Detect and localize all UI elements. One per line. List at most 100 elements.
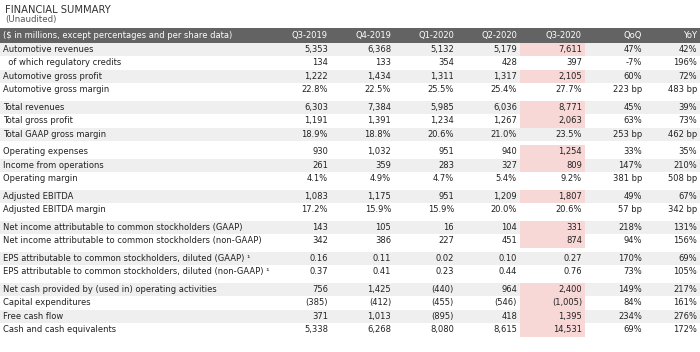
Text: Total gross profit: Total gross profit: [3, 116, 73, 125]
Text: Net cash provided by (used in) operating activities: Net cash provided by (used in) operating…: [3, 285, 217, 294]
Bar: [268, 283, 331, 296]
Bar: [0, 186, 700, 189]
Text: 1,234: 1,234: [430, 116, 454, 125]
Text: 0.11: 0.11: [372, 254, 391, 263]
Text: Q4-2019: Q4-2019: [355, 31, 391, 40]
Text: 940: 940: [501, 147, 517, 156]
Bar: [585, 101, 645, 114]
Bar: [520, 189, 585, 203]
Bar: [331, 220, 394, 234]
Bar: [394, 203, 457, 216]
Text: 73%: 73%: [623, 267, 642, 276]
Text: 4.1%: 4.1%: [307, 174, 328, 183]
Bar: [0, 96, 700, 101]
Text: Operating margin: Operating margin: [3, 174, 78, 183]
Text: 172%: 172%: [673, 325, 697, 334]
Bar: [585, 114, 645, 127]
Bar: [520, 220, 585, 234]
Text: 397: 397: [566, 58, 582, 67]
Text: YoY: YoY: [683, 31, 697, 40]
Text: 25.5%: 25.5%: [428, 85, 454, 94]
Text: 1,425: 1,425: [368, 285, 391, 294]
Text: 1,175: 1,175: [368, 192, 391, 201]
Text: 1,032: 1,032: [368, 147, 391, 156]
Bar: [457, 309, 520, 323]
Bar: [585, 265, 645, 278]
Text: 508 bp: 508 bp: [668, 174, 697, 183]
Bar: [457, 101, 520, 114]
Bar: [520, 283, 585, 296]
Bar: [394, 127, 457, 141]
Text: 0.41: 0.41: [372, 267, 391, 276]
Bar: [268, 172, 331, 186]
Bar: [645, 83, 700, 96]
Bar: [645, 56, 700, 69]
Text: 6,268: 6,268: [367, 325, 391, 334]
Text: Automotive revenues: Automotive revenues: [3, 45, 94, 54]
Text: 161%: 161%: [673, 298, 697, 307]
Bar: [331, 251, 394, 265]
Bar: [585, 28, 645, 43]
Bar: [520, 203, 585, 216]
Bar: [645, 283, 700, 296]
Text: (1,005): (1,005): [552, 298, 582, 307]
Text: 69%: 69%: [678, 254, 697, 263]
Text: 1,254: 1,254: [559, 147, 582, 156]
Text: 342: 342: [312, 236, 328, 245]
Bar: [331, 309, 394, 323]
Bar: [268, 114, 331, 127]
Text: 1,267: 1,267: [493, 116, 517, 125]
Text: 49%: 49%: [624, 192, 642, 201]
Text: 0.76: 0.76: [564, 267, 582, 276]
Text: 1,807: 1,807: [558, 192, 582, 201]
Text: Adjusted EBITDA: Adjusted EBITDA: [3, 192, 73, 201]
Bar: [331, 101, 394, 114]
Bar: [268, 56, 331, 69]
Text: FINANCIAL SUMMARY: FINANCIAL SUMMARY: [5, 5, 111, 15]
Bar: [645, 127, 700, 141]
Bar: [394, 265, 457, 278]
Text: 1,395: 1,395: [559, 312, 582, 321]
Text: 25.4%: 25.4%: [491, 85, 517, 94]
Bar: [645, 145, 700, 158]
Text: of which regulatory credits: of which regulatory credits: [3, 58, 121, 67]
Bar: [0, 127, 268, 141]
Bar: [394, 145, 457, 158]
Bar: [394, 296, 457, 309]
Bar: [331, 158, 394, 172]
Bar: [0, 145, 268, 158]
Bar: [585, 43, 645, 56]
Bar: [394, 251, 457, 265]
Bar: [268, 203, 331, 216]
Text: Net income attributable to common stockholders (non-GAAP): Net income attributable to common stockh…: [3, 236, 262, 245]
Text: 33%: 33%: [623, 147, 642, 156]
Text: 756: 756: [312, 285, 328, 294]
Bar: [520, 265, 585, 278]
Bar: [0, 101, 268, 114]
Bar: [520, 251, 585, 265]
Bar: [520, 309, 585, 323]
Text: -7%: -7%: [626, 58, 642, 67]
Text: 1,434: 1,434: [368, 72, 391, 81]
Text: 5,353: 5,353: [304, 45, 328, 54]
Text: 218%: 218%: [618, 223, 642, 232]
Bar: [645, 251, 700, 265]
Bar: [585, 172, 645, 186]
Text: 5,132: 5,132: [430, 45, 454, 54]
Bar: [457, 43, 520, 56]
Text: EPS attributable to common stockholders, diluted (non-GAAP) ¹: EPS attributable to common stockholders,…: [3, 267, 270, 276]
Bar: [520, 43, 585, 56]
Bar: [645, 158, 700, 172]
Text: 1,083: 1,083: [304, 192, 328, 201]
Text: 143: 143: [312, 223, 328, 232]
Bar: [268, 158, 331, 172]
Text: Net income attributable to common stockholders (GAAP): Net income attributable to common stockh…: [3, 223, 242, 232]
Bar: [520, 234, 585, 247]
Bar: [331, 69, 394, 83]
Text: 131%: 131%: [673, 223, 697, 232]
Text: 359: 359: [375, 161, 391, 170]
Bar: [645, 296, 700, 309]
Bar: [645, 28, 700, 43]
Bar: [394, 309, 457, 323]
Bar: [457, 234, 520, 247]
